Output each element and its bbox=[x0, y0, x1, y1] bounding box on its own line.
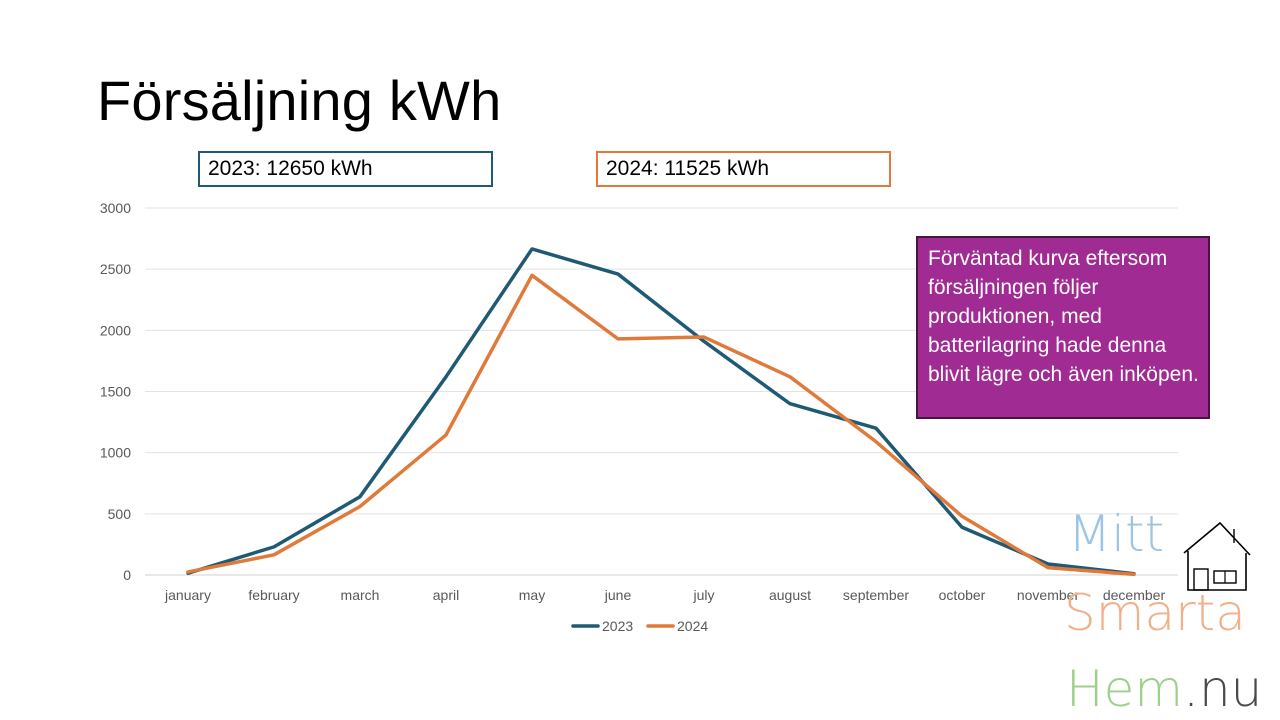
note-box: Förväntad kurva eftersom försäljningen f… bbox=[916, 236, 1210, 419]
x-tick-label: july bbox=[692, 587, 714, 603]
slide-title: Försäljning kWh bbox=[97, 69, 502, 132]
x-tick-label: november bbox=[1017, 587, 1080, 603]
total-2023-box: 2023: 12650 kWh bbox=[198, 151, 493, 187]
logo-word-mitt: Mitt bbox=[1068, 505, 1165, 563]
y-tick-label: 500 bbox=[108, 506, 132, 522]
gridlines bbox=[145, 207, 1178, 576]
total-2024-label: 2024: 11525 kWh bbox=[606, 157, 770, 180]
x-tick-label: may bbox=[519, 587, 545, 603]
logo-word-smarta: Smarta bbox=[1064, 584, 1246, 642]
logo: Mitt Smarta Hem.nu bbox=[1060, 505, 1280, 720]
house-icon bbox=[1183, 521, 1251, 591]
y-tick-label: 2000 bbox=[100, 322, 131, 338]
x-tick-label: september bbox=[843, 587, 909, 603]
legend-label-2023: 2023 bbox=[602, 618, 633, 634]
logo-word-hem-text: Hem bbox=[1066, 660, 1184, 718]
y-tick-label: 3000 bbox=[100, 200, 131, 216]
x-axis-ticks: january february march april may june july augu… bbox=[164, 587, 1165, 603]
y-tick-label: 1500 bbox=[100, 384, 131, 400]
logo-word-hem: Hem.nu bbox=[1066, 664, 1262, 714]
x-tick-label: february bbox=[248, 587, 299, 603]
y-axis-ticks: 0 500 1000 1500 2000 2500 3000 bbox=[100, 200, 131, 583]
total-2024-box: 2024: 11525 kWh bbox=[596, 151, 891, 187]
y-tick-label: 1000 bbox=[100, 445, 131, 461]
y-tick-label: 0 bbox=[123, 567, 131, 583]
x-tick-label: june bbox=[604, 587, 632, 603]
series-line-2024 bbox=[186, 273, 1136, 577]
x-tick-label: april bbox=[433, 587, 459, 603]
y-tick-label: 2500 bbox=[100, 261, 131, 277]
note-text: Förväntad kurva eftersom försäljningen f… bbox=[928, 247, 1199, 386]
logo-word-nu: .nu bbox=[1183, 660, 1263, 718]
legend: 2023 2024 bbox=[571, 618, 708, 634]
x-tick-label: january bbox=[164, 587, 211, 603]
total-2023-label: 2023: 12650 kWh bbox=[208, 157, 373, 180]
series-lines bbox=[186, 247, 1136, 577]
series-line-2023 bbox=[186, 247, 1136, 576]
x-tick-label: december bbox=[1103, 587, 1166, 603]
x-tick-label: march bbox=[341, 587, 380, 603]
x-tick-label: august bbox=[769, 587, 811, 603]
legend-label-2024: 2024 bbox=[677, 618, 708, 634]
x-tick-label: october bbox=[939, 587, 986, 603]
